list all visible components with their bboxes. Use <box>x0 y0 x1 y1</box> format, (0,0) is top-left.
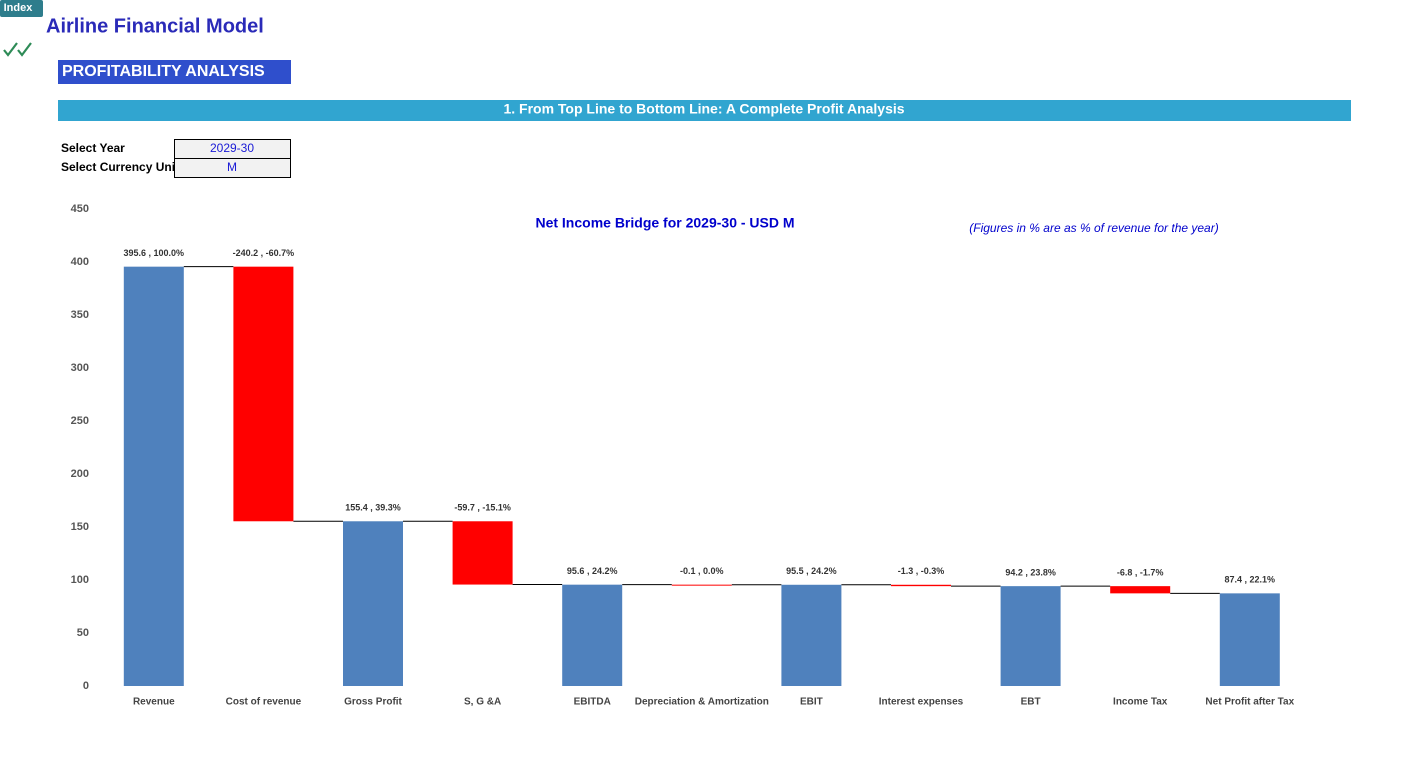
bar <box>343 521 403 686</box>
value-label: -0.1 , 0.0% <box>680 566 724 576</box>
y-tick-label: 0 <box>83 680 89 692</box>
x-tick-label: Cost of revenue <box>226 697 302 708</box>
y-tick-label: 400 <box>71 256 89 268</box>
y-tick-label: 300 <box>71 362 89 374</box>
y-tick-label: 450 <box>71 203 89 215</box>
section-bg <box>58 60 291 84</box>
index-button-label[interactable]: Index <box>4 2 34 14</box>
subsection-bg <box>58 100 1351 121</box>
x-tick-label: Gross Profit <box>344 697 402 708</box>
section-title: PROFITABILITY ANALYSIS <box>62 63 265 80</box>
bar <box>1000 586 1061 686</box>
value-label: 94.2 , 23.8% <box>1005 568 1056 578</box>
value-label: -1.3 , -0.3% <box>898 566 945 576</box>
x-tick-label: EBIT <box>800 697 823 708</box>
input-label: Select Year <box>61 141 125 155</box>
y-tick-label: 350 <box>71 309 89 321</box>
y-tick-label: 250 <box>71 415 89 427</box>
value-label: 87.4 , 22.1% <box>1225 575 1276 585</box>
bar <box>781 584 842 686</box>
input-cell[interactable] <box>174 158 291 178</box>
index-button-bg[interactable] <box>0 0 43 17</box>
value-label: 95.5 , 24.2% <box>786 566 837 576</box>
bar <box>1219 593 1280 686</box>
page-title: Airline Financial Model <box>46 15 264 37</box>
x-tick-label: S, G &A <box>464 697 501 708</box>
y-tick-label: 150 <box>71 521 89 533</box>
bar <box>562 584 623 686</box>
input-label: Select Currency Unit <box>61 160 179 174</box>
value-label: -6.8 , -1.7% <box>1117 568 1164 578</box>
subsection-title: 1. From Top Line to Bottom Line: A Compl… <box>503 101 904 117</box>
value-label: -59.7 , -15.1% <box>454 503 511 513</box>
input-value[interactable]: M <box>227 160 237 174</box>
value-label: -240.2 , -60.7% <box>233 248 295 258</box>
y-tick-label: 200 <box>71 468 89 480</box>
bar <box>671 584 732 586</box>
index-button[interactable]: Index <box>0 0 43 17</box>
bar <box>233 266 294 522</box>
bar <box>123 266 184 686</box>
x-tick-label: Income Tax <box>1113 697 1168 708</box>
value-label: 155.4 , 39.3% <box>345 503 401 513</box>
bar <box>891 584 951 587</box>
value-label: 395.6 , 100.0% <box>124 248 185 258</box>
x-tick-label: EBT <box>1021 697 1041 708</box>
x-tick-label: EBITDA <box>574 697 611 708</box>
x-tick-label: Interest expenses <box>879 697 964 708</box>
x-tick-label: Depreciation & Amortization <box>635 697 769 708</box>
y-tick-label: 100 <box>71 574 89 586</box>
value-label: 95.6 , 24.2% <box>567 566 618 576</box>
bar <box>452 521 513 585</box>
input-value[interactable]: 2029-30 <box>210 141 254 155</box>
bar <box>1110 586 1171 594</box>
x-tick-label: Net Profit after Tax <box>1205 697 1294 708</box>
chart-annotation: (Figures in % are as % of revenue for th… <box>969 221 1218 235</box>
chart-title: Net Income Bridge for 2029-30 - USD M <box>535 215 794 231</box>
x-tick-label: Revenue <box>133 697 175 708</box>
check-icon <box>3 42 32 57</box>
y-tick-label: 50 <box>77 627 89 639</box>
